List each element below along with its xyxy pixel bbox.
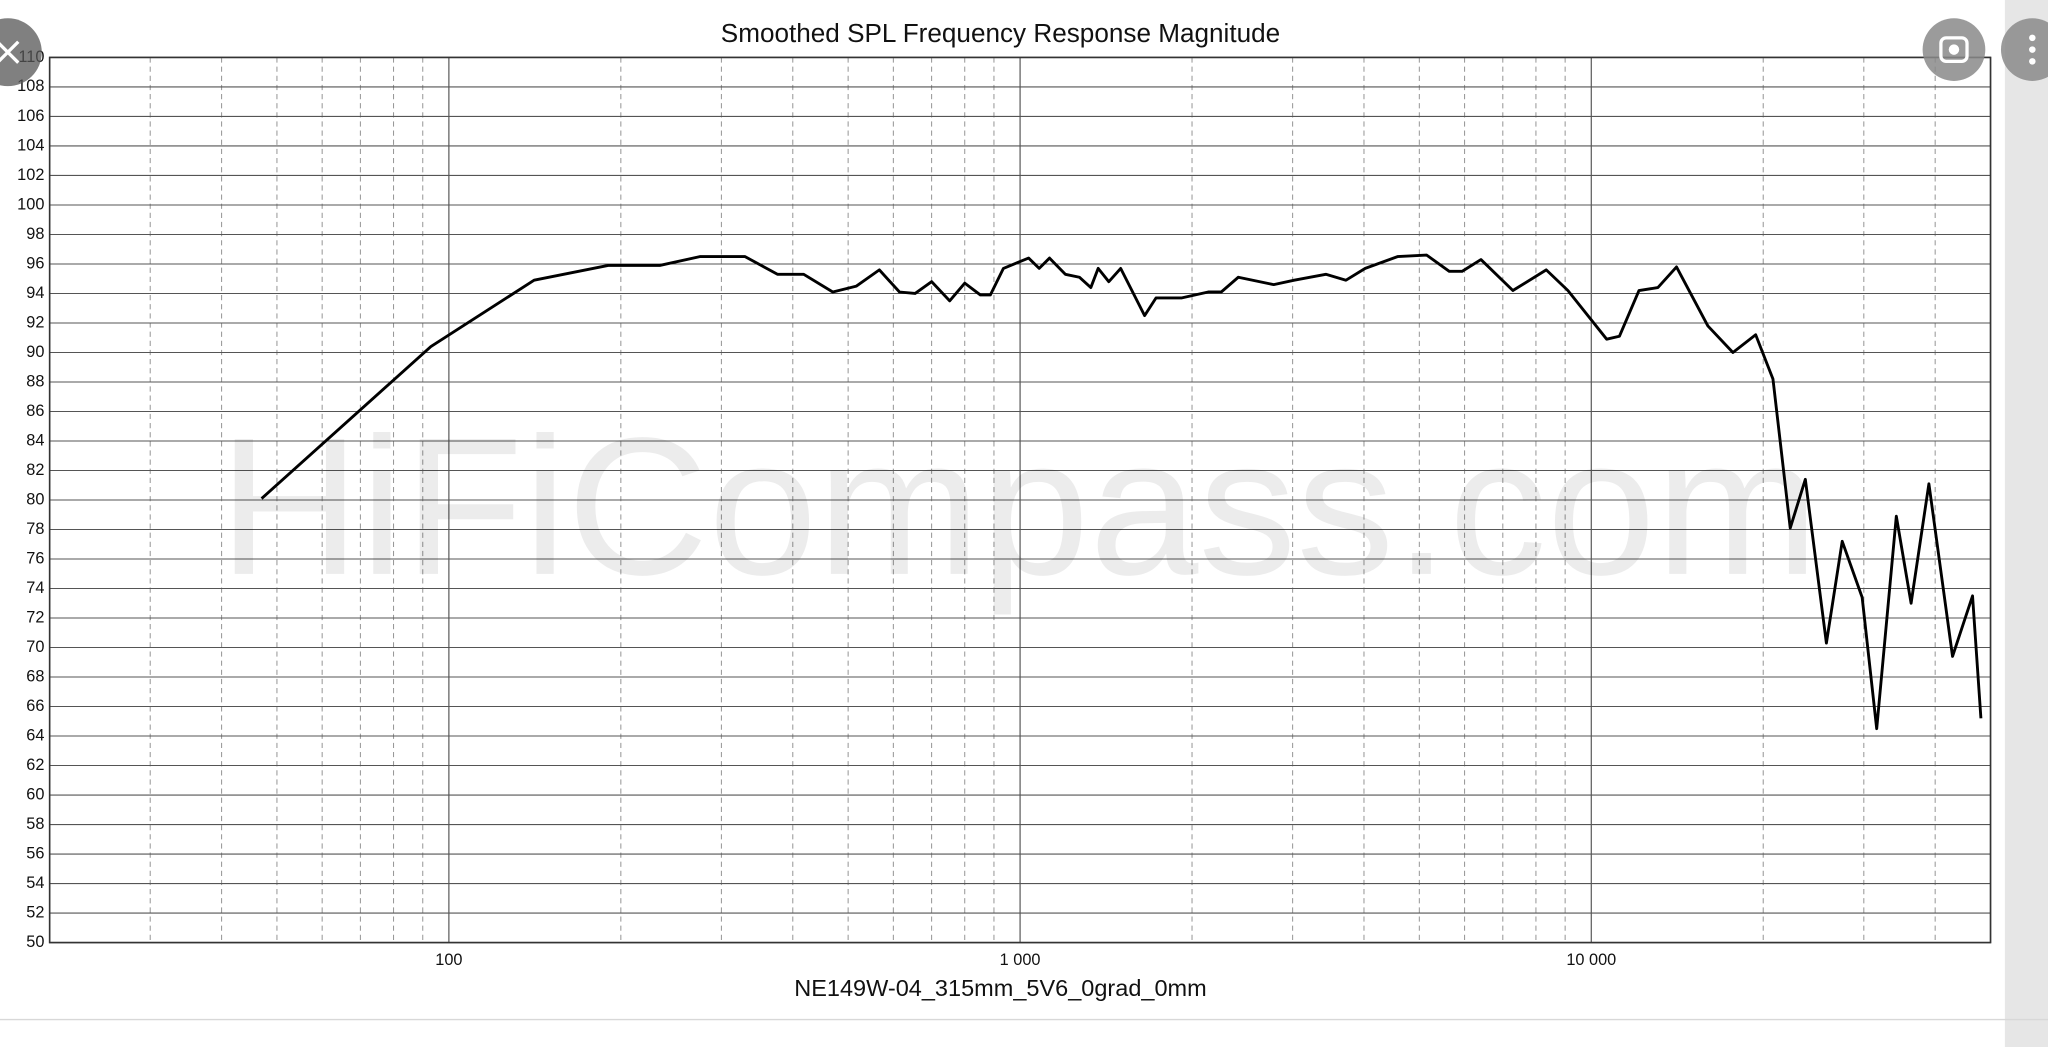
y-tick-label: 100 (17, 195, 44, 213)
lens-icon-dot[interactable] (1948, 44, 1960, 55)
y-tick-label: 72 (26, 608, 44, 626)
y-tick-label: 58 (26, 815, 44, 833)
close-button-bg[interactable] (0, 18, 42, 87)
y-tick-label: 64 (26, 726, 44, 744)
y-tick-label: 82 (26, 461, 44, 479)
y-tick-label: 80 (26, 490, 44, 508)
more-button[interactable] (2000, 18, 2048, 81)
y-tick-label: 56 (26, 844, 44, 862)
response-line (260, 253, 1983, 731)
lens-icon[interactable] (1939, 36, 1969, 63)
x-tick-label: 1 000 (1000, 951, 1041, 969)
y-tick-label: 78 (26, 520, 44, 538)
watermark: HiFiCompass.com (219, 397, 1819, 616)
close-icon[interactable] (0, 40, 20, 64)
y-tick-label: 106 (17, 107, 44, 125)
y-tick-label: 52 (26, 903, 44, 921)
side-strip (2004, 0, 2048, 1047)
plot-area: 50 52 54 56 58 60 62 64 66 68 70 72 74 76 78 80 82 84 86 88… (17, 48, 1992, 969)
y-tick-label: 70 (26, 638, 44, 656)
close-button[interactable] (0, 18, 42, 87)
y-tick-label: 104 (17, 136, 44, 154)
x-axis-label: NE149W-04_315mm_5V6_0grad_0mm (794, 975, 1206, 1001)
more-dot[interactable] (2029, 58, 2036, 65)
y-tick-label: 54 (26, 874, 44, 892)
y-tick-label: 90 (26, 343, 44, 361)
y-tick-label: 68 (26, 667, 44, 685)
x-tick-label: 10 000 (1566, 951, 1616, 969)
more-button-bg[interactable] (2000, 18, 2048, 81)
y-tick-label: 86 (26, 402, 44, 420)
y-tick-label: 74 (26, 579, 44, 597)
y-tick-label: 66 (26, 697, 44, 715)
x-tick-label: 100 (435, 951, 462, 969)
y-tick-label: 88 (26, 372, 44, 390)
y-tick-label: 84 (26, 431, 44, 449)
more-dot[interactable] (2029, 46, 2036, 53)
y-tick-label: 96 (26, 254, 44, 272)
y-tick-label: 76 (26, 549, 44, 567)
y-tick-label: 94 (26, 284, 44, 302)
y-tick-label: 62 (26, 756, 44, 774)
lens-button[interactable] (1922, 18, 1986, 81)
y-tick-label: 102 (17, 166, 44, 184)
plot-border (48, 56, 1992, 944)
y-tick-label: 60 (26, 785, 44, 803)
more-dot[interactable] (2029, 34, 2036, 42)
y-tick-label: 50 (26, 933, 44, 951)
y-tick-label: 92 (26, 313, 44, 331)
chart-title: Smoothed SPL Frequency Response Magnitud… (721, 18, 1280, 48)
y-tick-label: 98 (26, 225, 44, 243)
